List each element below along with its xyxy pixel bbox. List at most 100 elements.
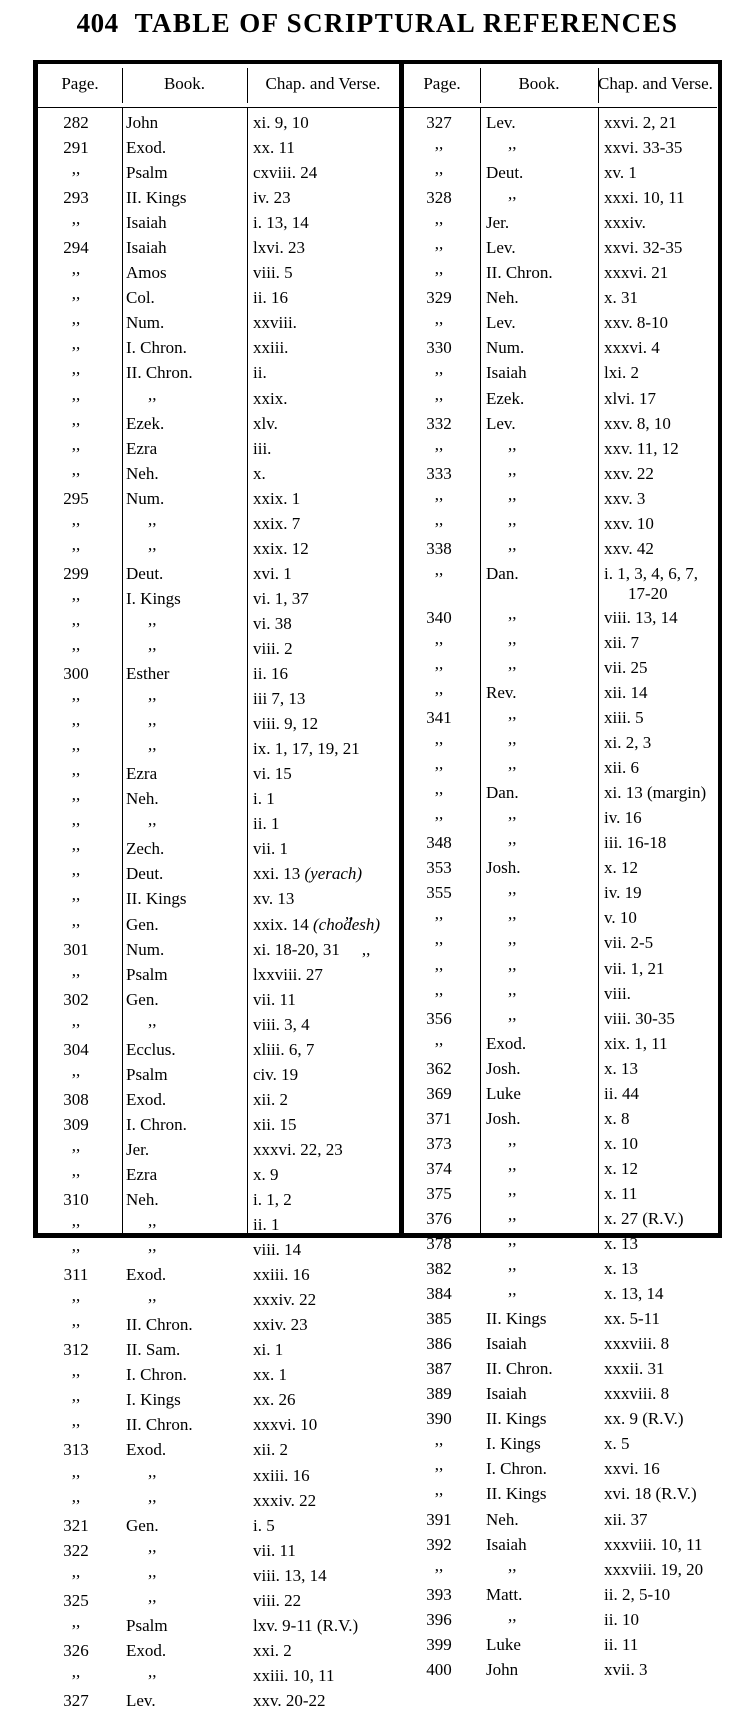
cell-book: ,, bbox=[148, 1010, 157, 1030]
cell-book: II. Chron. bbox=[486, 263, 553, 283]
cell-chapter-verse: xi. 18-20, 31,, bbox=[253, 939, 371, 959]
cell-page: 375 bbox=[426, 1183, 452, 1203]
table-row: 386 Isaiah xxxviii. 8 bbox=[404, 1331, 717, 1356]
cell-chapter-verse: cxviii. 24 bbox=[253, 163, 318, 183]
cell-book: Ezra bbox=[126, 438, 158, 458]
cell-book: Exod. bbox=[126, 1440, 167, 1460]
table-row: ,,,, xxv. 10 bbox=[404, 511, 717, 536]
table-row: ,, II. Kings xvi. 18 (R.V.) bbox=[404, 1481, 717, 1506]
table-row: 392 Isaiah xxxviii. 10, 11 bbox=[404, 1532, 717, 1557]
table-row: 362 Josh. x. 13 bbox=[404, 1056, 717, 1081]
table-row: 375,, x. 11 bbox=[404, 1181, 717, 1206]
cell-page: ,, bbox=[71, 785, 81, 805]
cell-chapter-verse: viii. 3, 4 bbox=[253, 1014, 310, 1034]
cell-book: Neh. bbox=[486, 288, 519, 308]
table-row: 333,, xxv. 22 bbox=[404, 461, 717, 486]
cell-page: 309 bbox=[63, 1114, 89, 1134]
cell-book: Luke bbox=[486, 1634, 521, 1654]
cell-chapter-verse: xxxvi. 10 bbox=[253, 1415, 318, 1435]
table-row: 294 Isaiah lxvi. 23 bbox=[38, 235, 399, 260]
cell-page: ,, bbox=[434, 1430, 444, 1450]
cell-chapter-verse: xii. 37 bbox=[604, 1509, 648, 1529]
cell-page: ,, bbox=[434, 559, 444, 579]
cell-book: Exod. bbox=[486, 1033, 527, 1053]
table-half-right: Page. Book. Chap. and Verse. 327 Lev. xxvi… bbox=[404, 64, 717, 1678]
cell-book: ,, bbox=[508, 804, 517, 824]
table-row: 326 Exod. xxi. 2 bbox=[38, 1638, 399, 1663]
cell-book: Josh. bbox=[486, 858, 521, 878]
table-row: ,,,, iv. 16 bbox=[404, 805, 717, 830]
table-header-left: Page. Book. Chap. and Verse. bbox=[38, 64, 399, 108]
cell-chapter-verse: x. 8 bbox=[604, 1108, 630, 1128]
cell-chapter-verse: xxv. 42 bbox=[604, 538, 654, 558]
cell-page: ,, bbox=[71, 810, 81, 830]
cell-chapter-verse: xxxvi. 22, 23 bbox=[253, 1139, 343, 1159]
cell-chapter-verse: vi. 15 bbox=[253, 764, 292, 784]
cell-page: 392 bbox=[426, 1534, 452, 1554]
cell-chapter-verse: xxix. 14 (chodesh),, bbox=[253, 905, 381, 934]
cell-page: ,, bbox=[434, 979, 444, 999]
cell-chapter-verse: xlv. bbox=[253, 413, 278, 433]
cell-page: ,, bbox=[434, 384, 444, 404]
cell-chapter-verse: xxiii. 10, 11 bbox=[253, 1665, 335, 1685]
cell-book: ,, bbox=[508, 628, 517, 648]
cell-page: ,, bbox=[434, 954, 444, 974]
cell-chapter-verse: x. 12 bbox=[604, 858, 638, 878]
rows-right: 327 Lev. xxvi. 2, 21,,,, xxvi. 33-35,, Deut.… bbox=[404, 108, 717, 1682]
cell-chapter-verse: ii. 10 bbox=[604, 1609, 639, 1629]
table-row: ,, Ezra x. 9 bbox=[38, 1162, 399, 1187]
cell-chapter-verse: vi. 1, 37 bbox=[253, 588, 309, 608]
cell-chapter-verse: lxvi. 23 bbox=[253, 238, 305, 258]
table-row: 293 II. Kings iv. 23 bbox=[38, 185, 399, 210]
cell-book: Luke bbox=[486, 1083, 521, 1103]
table-row: ,, Isaiah i. 13, 14 bbox=[38, 210, 399, 235]
table-row: 371 Josh. x. 8 bbox=[404, 1106, 717, 1131]
cell-chapter-verse: xxiii. bbox=[253, 338, 289, 358]
cell-chapter-verse: iii 7, 13 bbox=[253, 689, 306, 709]
table-row: 300 Esther ii. 16 bbox=[38, 661, 399, 686]
cell-chapter-verse: vi. 38 bbox=[253, 613, 292, 633]
cell-book: Jer. bbox=[126, 1139, 150, 1159]
cell-chapter-verse: xii. 6 bbox=[604, 758, 639, 778]
cell-chapter-verse: i. 5 bbox=[253, 1515, 275, 1535]
table-row: ,,,, ii. 1 bbox=[38, 1212, 399, 1237]
cell-book: Ezra bbox=[126, 1164, 158, 1184]
table-row: ,, Jer. xxxvi. 22, 23 bbox=[38, 1137, 399, 1162]
cell-page: 312 bbox=[63, 1340, 89, 1360]
table-header-right: Page. Book. Chap. and Verse. bbox=[404, 64, 717, 108]
cell-book: ,, bbox=[508, 979, 517, 999]
cell-page: 390 bbox=[426, 1409, 452, 1429]
cell-chapter-verse: x. 10 bbox=[604, 1133, 638, 1153]
table-row: ,,,, xii. 7 bbox=[404, 630, 717, 655]
cell-page: ,, bbox=[71, 1486, 81, 1506]
cell-page: ,, bbox=[71, 760, 81, 780]
cell-book: ,, bbox=[148, 1461, 157, 1481]
cell-chapter-verse: xxvi. 32-35 bbox=[604, 238, 683, 258]
cell-page: ,, bbox=[71, 209, 81, 229]
table-row: ,,,, xxxiv. 22 bbox=[38, 1287, 399, 1312]
cell-page: 376 bbox=[426, 1208, 452, 1228]
cell-chapter-verse: xxiv. 23 bbox=[253, 1315, 308, 1335]
table-row: ,,,, xxiii. 16 bbox=[38, 1463, 399, 1488]
verse-gloss: (chodesh) bbox=[312, 914, 381, 934]
cell-chapter-verse: x. 13, 14 bbox=[604, 1284, 664, 1304]
cell-page: 329 bbox=[426, 288, 452, 308]
table-row: ,, II. Chron. xxxvi. 10 bbox=[38, 1412, 399, 1437]
cell-chapter-verse: xlvi. 17 bbox=[604, 388, 656, 408]
body-rule-left-2 bbox=[247, 108, 248, 1233]
cell-page: 386 bbox=[426, 1334, 452, 1354]
cell-book: ,, bbox=[148, 685, 157, 705]
cell-page: ,, bbox=[71, 434, 81, 454]
cell-page: ,, bbox=[71, 409, 81, 429]
cell-chapter-verse: xx. 9 (R.V.) bbox=[604, 1409, 684, 1429]
cell-book: ,, bbox=[508, 603, 517, 623]
cell-chapter-verse: ii. 1 bbox=[253, 1215, 280, 1235]
table-row: 299 Deut. xvi. 1 bbox=[38, 561, 399, 586]
table-row: ,,,, xxix. 7 bbox=[38, 511, 399, 536]
cell-page: 391 bbox=[426, 1509, 452, 1529]
header-rule-right-2 bbox=[598, 68, 599, 103]
cell-book: Dan. bbox=[486, 783, 519, 803]
cell-book: Isaiah bbox=[486, 1334, 527, 1354]
cell-chapter-verse: ii. 2, 5-10 bbox=[604, 1584, 671, 1604]
cell-page: 338 bbox=[426, 538, 452, 558]
